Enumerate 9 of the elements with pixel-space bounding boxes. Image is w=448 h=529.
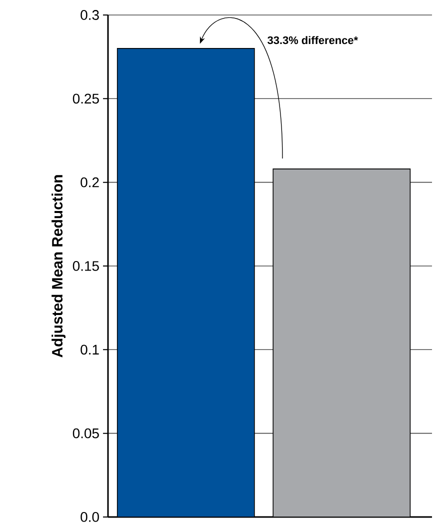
- y-tick-label: 0.3: [80, 10, 99, 20]
- annotation: 33.3% difference*: [268, 36, 358, 44]
- y-tick-label: 0.25: [72, 94, 99, 104]
- y-axis-title: Adjusted Mean Reduction: [52, 175, 66, 358]
- y-tick-label: 0.1: [80, 344, 99, 355]
- y-tick-label: 0.05: [72, 428, 99, 438]
- y-tick-label: 0.2: [80, 177, 99, 188]
- y-tick-label: 0.15: [72, 261, 99, 271]
- y-tick-label: 0.0: [80, 512, 99, 522]
